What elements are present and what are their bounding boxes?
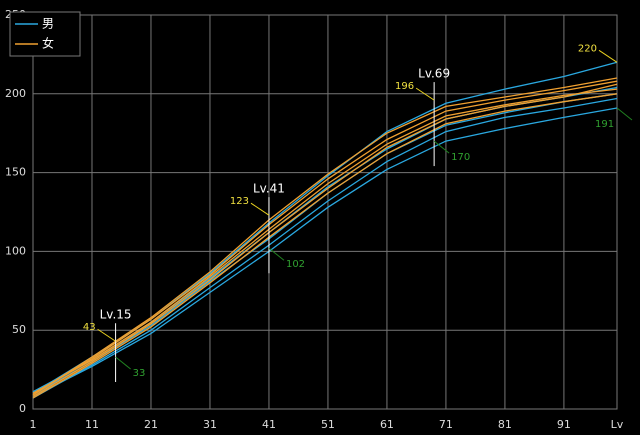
y-tick-label: 150 [5,166,26,179]
low-leader [616,107,633,121]
high-leader [598,49,618,63]
x-tick-label: 21 [144,418,158,431]
series-line [32,83,618,397]
legend-box [9,11,81,57]
x-tick-label: 91 [557,418,571,431]
annotation-label: Lv.69 [418,67,450,81]
high-label: 196 [395,81,414,92]
x-tick-label: 61 [380,418,394,431]
high-leader [415,87,435,101]
y-tick-label: 100 [5,244,26,257]
series-line [32,80,618,396]
low-label: 33 [133,368,146,379]
series-line [32,93,618,396]
annotation-label: Lv.15 [100,308,132,322]
series-line [32,93,618,399]
low-label: 102 [286,259,305,270]
x-tick-label: 51 [321,418,335,431]
series-line [32,107,618,397]
low-leader [115,356,131,370]
y-tick-label: 50 [12,323,26,336]
high-leader [250,202,270,216]
y-tick-label: 200 [5,87,26,100]
low-label: 191 [595,119,614,130]
series-line [32,97,618,399]
x-tick-label: 31 [203,418,217,431]
high-label: 123 [230,196,249,207]
high-label: 43 [83,322,96,333]
legend-label: 男 [42,17,54,31]
low-label: 170 [451,152,470,163]
annotation-label: Lv.41 [253,182,285,196]
series-line [32,88,618,394]
low-leader [268,247,285,261]
high-label: 220 [578,43,597,54]
x-axis-label: Lv [611,418,624,431]
x-tick-label: 1 [30,418,37,431]
x-tick-label: 81 [498,418,512,431]
x-tick-label: 71 [439,418,453,431]
low-leader [433,140,450,154]
series-line [32,77,618,396]
x-tick-label: 41 [262,418,276,431]
x-tick-label: 11 [85,418,99,431]
y-tick-label: 0 [19,402,26,415]
legend-label: 女 [42,36,54,51]
high-leader [97,328,116,342]
